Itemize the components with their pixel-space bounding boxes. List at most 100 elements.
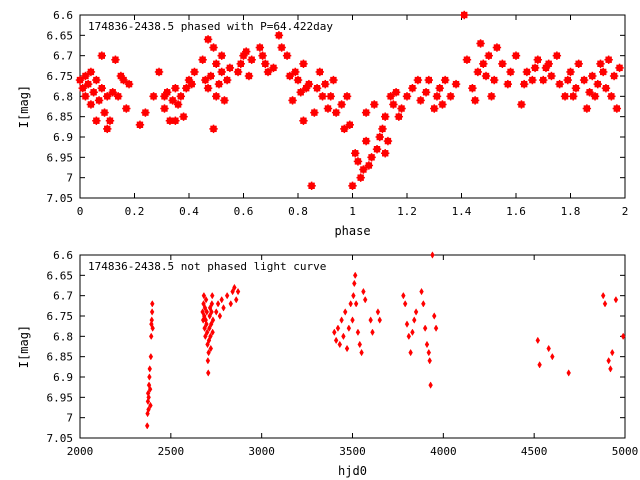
data-point bbox=[563, 75, 572, 85]
data-point bbox=[207, 312, 212, 320]
data-point bbox=[176, 92, 186, 101]
data-point bbox=[212, 92, 221, 101]
data-point bbox=[571, 84, 581, 93]
data-point bbox=[209, 300, 215, 308]
data-point bbox=[329, 75, 338, 85]
data-point bbox=[435, 84, 444, 93]
data-point bbox=[207, 324, 212, 332]
data-point bbox=[215, 300, 221, 308]
data-point bbox=[201, 75, 210, 85]
data-point bbox=[274, 31, 284, 40]
data-point bbox=[547, 71, 556, 81]
data-point bbox=[340, 124, 349, 134]
data-point bbox=[610, 348, 615, 357]
data-point bbox=[92, 116, 101, 125]
data-point bbox=[599, 67, 608, 77]
data-point bbox=[204, 328, 210, 336]
data-point bbox=[490, 75, 499, 85]
data-point bbox=[100, 108, 109, 117]
data-point bbox=[342, 92, 352, 101]
data-point bbox=[353, 157, 363, 166]
x-tick-label: 5000 bbox=[612, 445, 639, 458]
data-point bbox=[394, 112, 404, 121]
data-point bbox=[149, 316, 154, 324]
data-point bbox=[217, 312, 223, 320]
data-point bbox=[602, 300, 608, 308]
data-point bbox=[492, 43, 502, 52]
data-point bbox=[419, 287, 424, 296]
data-point bbox=[81, 92, 90, 101]
x-tick-label: 0.6 bbox=[234, 205, 254, 218]
data-point bbox=[517, 100, 526, 109]
data-point bbox=[535, 336, 541, 345]
data-point bbox=[288, 96, 297, 105]
data-point bbox=[476, 39, 485, 48]
data-point bbox=[83, 79, 93, 89]
data-point bbox=[214, 79, 224, 89]
data-point bbox=[209, 124, 218, 134]
data-point bbox=[206, 71, 215, 81]
data-point bbox=[315, 67, 324, 77]
data-point bbox=[522, 67, 532, 77]
data-point bbox=[204, 308, 210, 316]
data-point bbox=[150, 300, 155, 308]
data-point bbox=[348, 300, 353, 308]
data-point bbox=[304, 79, 314, 89]
data-point bbox=[202, 304, 208, 312]
data-point bbox=[86, 100, 96, 109]
x-tick-label: 2000 bbox=[67, 445, 94, 458]
data-point bbox=[620, 332, 626, 341]
y-tick-label: 7 bbox=[66, 412, 73, 425]
data-point bbox=[86, 67, 96, 77]
data-point bbox=[214, 308, 219, 316]
data-point bbox=[487, 92, 496, 101]
data-point bbox=[219, 296, 224, 304]
x-tick-label: 0.2 bbox=[125, 205, 145, 218]
data-point bbox=[579, 75, 589, 85]
x-tick-label: 1.6 bbox=[506, 205, 526, 218]
data-point bbox=[150, 324, 155, 332]
data-point bbox=[368, 316, 373, 324]
data-point bbox=[615, 63, 624, 73]
y-tick-label: 6.85 bbox=[47, 111, 74, 124]
data-point bbox=[470, 96, 480, 105]
y-tick-label: 6.75 bbox=[47, 70, 74, 83]
data-point bbox=[424, 340, 430, 349]
data-point bbox=[566, 369, 571, 377]
data-point bbox=[285, 71, 295, 81]
phased-light-curve-panel: 0 0.2 0.4 0.6 0.8 1 1.2 1.4 1.6 1.8 2 6.6 6.65 6.7 6.7… bbox=[17, 9, 628, 238]
data-point bbox=[412, 316, 417, 324]
data-point bbox=[451, 79, 461, 89]
data-point bbox=[381, 112, 390, 121]
data-point bbox=[566, 67, 575, 77]
data-point bbox=[111, 55, 120, 64]
data-point bbox=[370, 100, 379, 109]
data-point bbox=[352, 279, 357, 288]
data-point bbox=[103, 124, 112, 134]
data-point bbox=[544, 59, 553, 68]
data-point bbox=[607, 92, 616, 101]
data-point bbox=[413, 75, 423, 85]
data-point bbox=[209, 43, 218, 52]
data-point bbox=[210, 316, 216, 324]
data-point bbox=[147, 365, 152, 373]
data-point bbox=[299, 116, 308, 125]
data-point bbox=[154, 67, 164, 77]
data-point bbox=[546, 344, 551, 353]
data-point bbox=[440, 75, 450, 85]
data-point bbox=[163, 88, 172, 97]
data-point bbox=[359, 348, 364, 357]
data-point bbox=[203, 84, 213, 93]
data-point bbox=[321, 79, 330, 89]
data-point bbox=[361, 136, 371, 146]
data-point bbox=[356, 173, 365, 182]
data-point bbox=[421, 300, 426, 308]
data-point bbox=[375, 308, 381, 316]
data-point bbox=[350, 316, 355, 324]
data-point bbox=[430, 104, 439, 113]
x-tick-label: 2500 bbox=[158, 445, 185, 458]
data-point bbox=[208, 332, 213, 341]
data-point bbox=[242, 47, 251, 56]
data-point bbox=[569, 92, 578, 101]
data-point bbox=[147, 385, 153, 393]
